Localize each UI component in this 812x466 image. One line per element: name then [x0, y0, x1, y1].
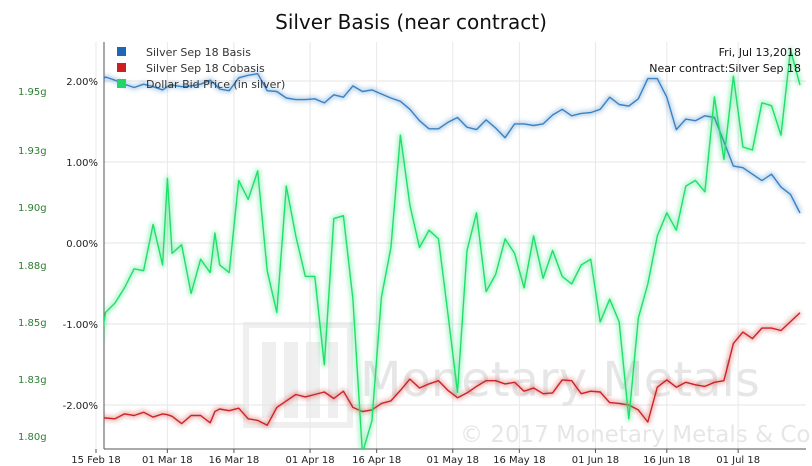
- series-glow-basis: [104, 71, 803, 215]
- annotation-contract: Near contract:Silver Sep 18: [649, 62, 801, 75]
- watermark: Monetary Metals © 2017 Monetary Metals &…: [243, 322, 812, 448]
- x-tick-label: 01 May 18: [427, 455, 479, 466]
- left-tick-label: 1.90g: [18, 203, 47, 214]
- x-tick-label: 16 Jun 18: [643, 455, 690, 466]
- left-tick-label: 1.95g: [18, 87, 47, 98]
- legend-label-dollar-price: Dollar Bid Price (in silver): [146, 78, 285, 91]
- left-tick-label: 1.80g: [18, 432, 47, 443]
- x-tick-label: 16 May 18: [493, 455, 545, 466]
- x-tick-label: 01 Mar 18: [142, 455, 193, 466]
- left-tick-label: 1.83g: [18, 375, 47, 386]
- series-line-cobasis: [104, 312, 801, 426]
- legend-item-dollar-price[interactable]: Dollar Bid Price (in silver): [117, 78, 285, 91]
- legend-label-basis: Silver Sep 18 Basis: [146, 46, 251, 59]
- right-tick-label: 2.00%: [66, 77, 98, 88]
- x-tick-label: 16 Apr 18: [352, 455, 401, 466]
- watermark-copyright: © 2017 Monetary Metals & Co.: [460, 422, 812, 448]
- right-tick-label: -1.00%: [63, 320, 98, 331]
- watermark-logo: [243, 322, 353, 428]
- legend: Silver Sep 18 Basis Silver Sep 18 Cobasi…: [117, 46, 285, 91]
- annotation-date: Fri, Jul 13,2018: [719, 46, 801, 59]
- legend-item-basis[interactable]: Silver Sep 18 Basis: [117, 46, 251, 59]
- right-axis-ticks: 2.00% 1.00% 0.00% -1.00% -2.00%: [63, 77, 98, 412]
- legend-label-cobasis: Silver Sep 18 Cobasis: [146, 62, 265, 75]
- legend-swatch-cobasis: [117, 63, 126, 72]
- series-line-basis: [104, 72, 801, 214]
- x-tick-label: 16 Mar 18: [209, 455, 260, 466]
- legend-item-cobasis[interactable]: Silver Sep 18 Cobasis: [117, 62, 265, 75]
- x-tick-label: 01 Jun 18: [572, 455, 619, 466]
- chart-title: Silver Basis (near contract): [275, 10, 547, 34]
- legend-swatch-basis: [117, 47, 126, 56]
- x-axis-ticks: 15 Feb 18 01 Mar 18 16 Mar 18 01 Apr 18 16 A…: [71, 449, 760, 466]
- series-line-dollar-price: [104, 49, 801, 449]
- x-tick-label: 01 Jul 18: [716, 455, 760, 466]
- x-tick-label: 01 Apr 18: [285, 455, 334, 466]
- left-tick-label: 1.88g: [18, 261, 47, 272]
- series-layer: [104, 47, 803, 449]
- right-tick-label: -2.00%: [63, 401, 98, 412]
- left-tick-label: 1.93g: [18, 146, 47, 157]
- right-tick-label: 0.00%: [66, 239, 98, 250]
- grid: [95, 42, 806, 449]
- legend-swatch-dollar-price: [117, 79, 126, 88]
- right-tick-label: 1.00%: [66, 158, 98, 169]
- x-tick-label: 15 Feb 18: [71, 455, 121, 466]
- left-axis-ticks: 1.95g 1.93g 1.90g 1.88g 1.85g 1.83g 1.80g: [18, 87, 47, 443]
- left-tick-label: 1.85g: [18, 318, 47, 329]
